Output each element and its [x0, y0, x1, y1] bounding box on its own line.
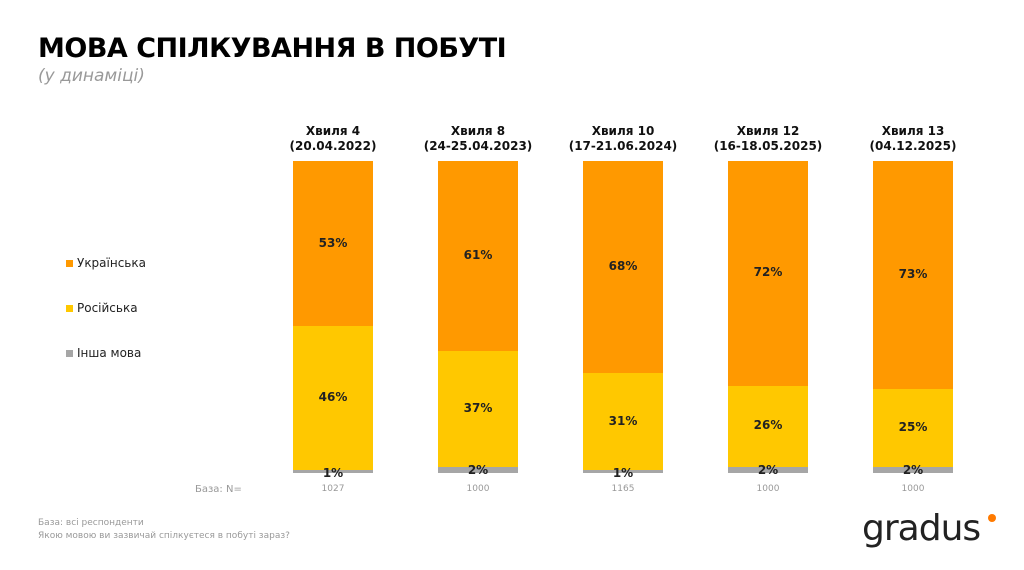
legend-swatch — [66, 259, 73, 267]
data-label: 2% — [902, 462, 924, 477]
legend-item: Українська — [66, 256, 146, 270]
data-label: 68% — [608, 259, 638, 274]
footer-question: Якою мовою ви зазвичай спілкуєтеся в поб… — [38, 531, 290, 541]
legend-swatch — [66, 349, 73, 357]
data-label: 2% — [467, 462, 489, 477]
base-value: 1027 — [321, 484, 345, 494]
wave-header: Хвиля 10 (17-21.06.2024) — [568, 124, 678, 153]
data-label: 72% — [753, 265, 783, 280]
bar-segment — [293, 161, 373, 327]
data-label: 73% — [898, 266, 928, 281]
data-label: 37% — [463, 401, 493, 416]
bar-segment — [728, 466, 808, 473]
data-label: 26% — [753, 418, 783, 433]
base-value: 1165 — [611, 484, 635, 494]
wave-header: Хвиля 8 (24-25.04.2023) — [423, 124, 533, 153]
data-label: 53% — [318, 235, 348, 250]
bar-segment — [583, 373, 663, 470]
data-label: 46% — [318, 390, 348, 405]
wave-header: Хвиля 4 (20.04.2022) — [289, 124, 377, 153]
base-value: 1000 — [901, 484, 925, 494]
page-title: МОВА СПІЛКУВАННЯ В ПОБУТІ — [38, 33, 507, 64]
bar-segment — [583, 469, 663, 473]
legend-swatch — [66, 304, 73, 312]
legend-item: Інша мова — [66, 346, 141, 360]
logo-dot — [988, 514, 996, 522]
bar-segment — [583, 161, 663, 374]
gradus-logo: gradus — [862, 508, 981, 549]
data-label: 25% — [898, 419, 928, 434]
base-label: База: N= — [195, 484, 242, 495]
legend-label: Російська — [77, 301, 138, 315]
wave-header: Хвиля 12 (16-18.05.2025) — [713, 124, 823, 153]
legend-label: Українська — [77, 256, 146, 270]
bar-segment — [728, 385, 808, 467]
base-value: 1000 — [756, 484, 780, 494]
data-label: 2% — [757, 462, 779, 477]
bar-segment — [438, 161, 518, 352]
footer-base: База: всі респонденти — [38, 518, 144, 528]
bar-segment — [438, 351, 518, 467]
bar-segment — [293, 469, 373, 473]
legend-label: Інша мова — [77, 346, 142, 360]
data-label: 31% — [608, 413, 638, 428]
bar-segment — [873, 466, 953, 473]
data-label: 1% — [612, 465, 634, 480]
data-label: 61% — [463, 248, 493, 263]
page-subtitle: (у динаміці) — [38, 66, 145, 86]
bar-segment — [873, 161, 953, 389]
wave-header: Хвиля 13 (04.12.2025) — [869, 124, 957, 153]
data-label: 1% — [322, 465, 344, 480]
base-value: 1000 — [466, 484, 490, 494]
bar-segment — [728, 161, 808, 386]
bar-segment — [873, 388, 953, 467]
legend-item: Російська — [66, 301, 138, 315]
bar-segment — [293, 326, 373, 470]
bar-segment — [438, 466, 518, 473]
